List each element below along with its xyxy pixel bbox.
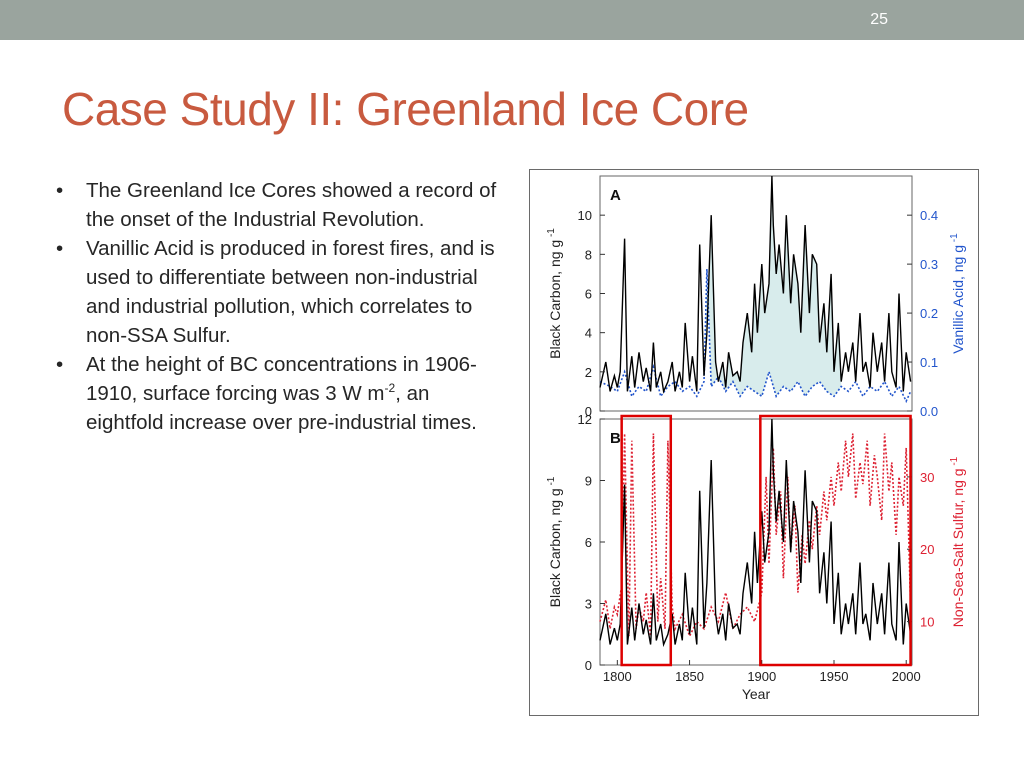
ice-core-figure: 0 2 4 6 8 10 0.0 0.1 0.2 0.3 0.4 A Black Carbon, ng … bbox=[529, 169, 979, 716]
black-carbon-line bbox=[599, 418, 912, 648]
slide-number: 25 bbox=[870, 11, 888, 28]
bullet-item: • At the height of BC concentrations in 1… bbox=[52, 350, 512, 437]
y2-axis-title: Non-Sea-Salt Sulfur, ng g -1 bbox=[949, 456, 966, 627]
x-tick-label: 1900 bbox=[747, 669, 776, 684]
y-tick-label: 3 bbox=[585, 597, 592, 612]
x-tick-label: 2000 bbox=[892, 669, 921, 684]
panel-label: A bbox=[610, 187, 621, 204]
fill-between-area bbox=[704, 176, 842, 397]
y-axis-title: Black Carbon, ng g -1 bbox=[546, 228, 563, 359]
y2-tick-label: 0.4 bbox=[920, 208, 938, 223]
x-tick-label: 1850 bbox=[675, 669, 704, 684]
slide-title: Case Study II: Greenland Ice Core bbox=[62, 83, 749, 135]
highlight-box bbox=[620, 414, 673, 667]
y-tick-label: 9 bbox=[585, 474, 592, 489]
bullet-item: • Vanillic Acid is produced in forest fir… bbox=[52, 234, 512, 350]
vanillic-acid-line bbox=[599, 268, 912, 404]
y2-tick-label: 0.0 bbox=[920, 404, 938, 419]
y2-tick-label: 20 bbox=[920, 542, 934, 557]
y2-tick-label: 30 bbox=[920, 470, 934, 485]
top-bar: 25 bbox=[0, 0, 1024, 40]
bullet-dot-icon: • bbox=[56, 179, 64, 202]
y-tick-label: 2 bbox=[585, 365, 592, 380]
x-axis-title: Year bbox=[742, 686, 771, 702]
y2-tick-label: 0.3 bbox=[920, 257, 938, 272]
y-axis-title: Black Carbon, ng g -1 bbox=[546, 476, 563, 607]
y-tick-label: 10 bbox=[578, 208, 592, 223]
y2-tick-label: 0.1 bbox=[920, 355, 938, 370]
x-tick-label: 1800 bbox=[603, 669, 632, 684]
y2-tick-label: 0.2 bbox=[920, 306, 938, 321]
sulfur-line bbox=[599, 433, 912, 639]
bullet-item: • The Greenland Ice Cores showed a record… bbox=[52, 176, 512, 234]
y-tick-label: 6 bbox=[585, 535, 592, 550]
black-carbon-line bbox=[599, 175, 912, 394]
bullet-list: • The Greenland Ice Cores showed a record… bbox=[52, 176, 512, 437]
y-tick-label: 0 bbox=[585, 404, 592, 419]
y-tick-label: 4 bbox=[585, 326, 592, 341]
y-tick-label: 12 bbox=[578, 412, 592, 427]
ice-core-chart: 0 2 4 6 8 10 0.0 0.1 0.2 0.3 0.4 A Black Carbon, ng … bbox=[546, 175, 966, 702]
y-tick-label: 0 bbox=[585, 658, 592, 673]
x-tick-label: 1950 bbox=[820, 669, 849, 684]
highlight-box bbox=[759, 414, 912, 667]
bullet-dot-icon: • bbox=[56, 353, 64, 376]
y2-axis-title: Vanillic Acid, ng g -1 bbox=[949, 233, 966, 354]
y-tick-label: 8 bbox=[585, 247, 592, 262]
panel-label: B bbox=[610, 430, 621, 447]
bullet-dot-icon: • bbox=[56, 237, 64, 260]
y-tick-label: 6 bbox=[585, 287, 592, 302]
y2-tick-label: 10 bbox=[920, 615, 934, 630]
